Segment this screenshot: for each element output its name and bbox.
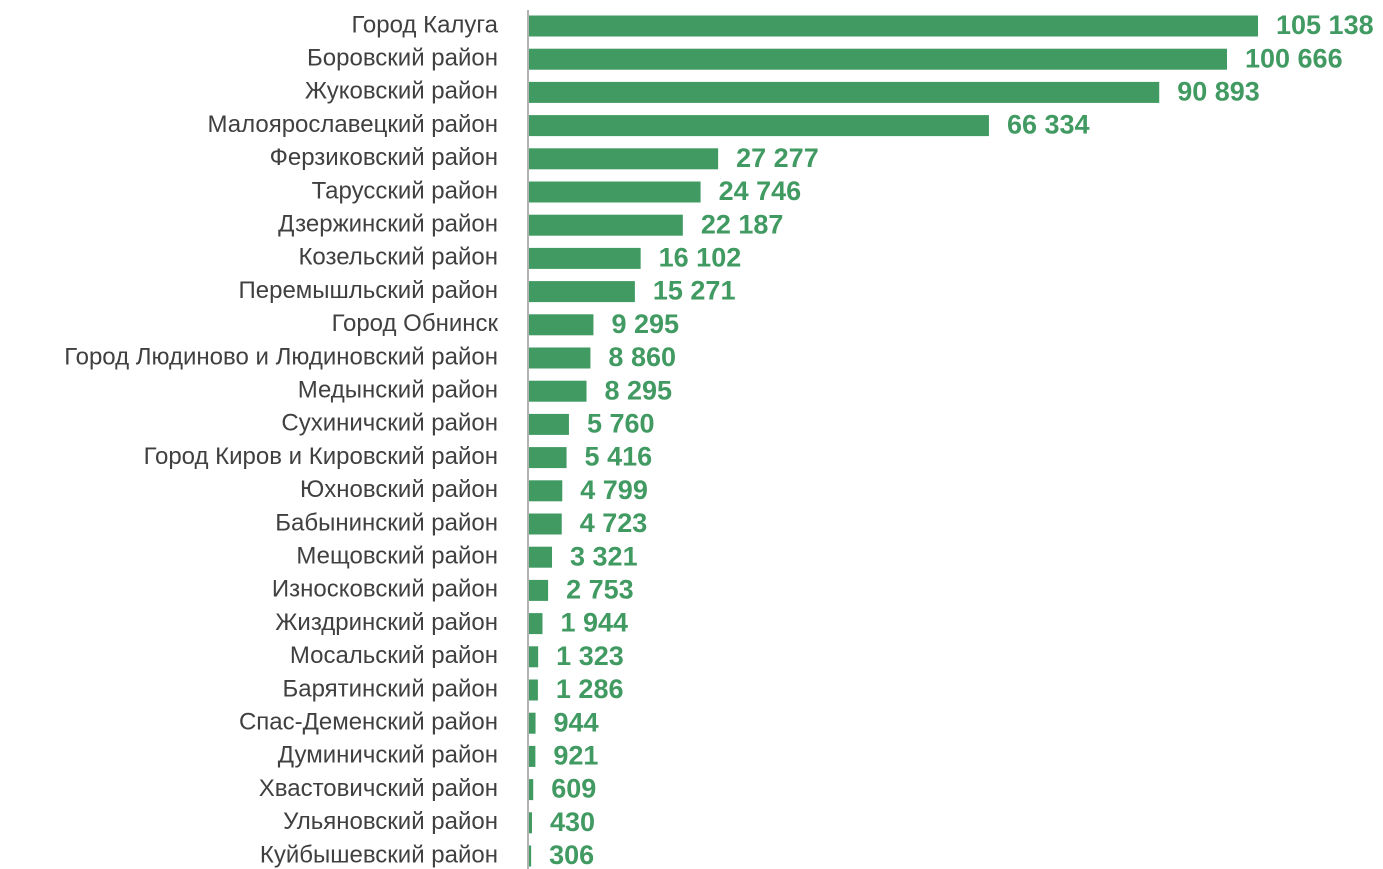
category-label: Износковский район <box>272 576 498 603</box>
bar <box>529 247 641 269</box>
category-label: Боровский район <box>307 45 498 72</box>
bar <box>529 447 567 469</box>
value-label: 100 666 <box>1245 43 1343 73</box>
category-label: Хвастовичский район <box>259 775 498 802</box>
bar <box>529 48 1227 70</box>
bar <box>529 579 549 601</box>
value-label: 609 <box>551 774 596 804</box>
bar <box>529 480 563 502</box>
category-label: Тарусский район <box>312 177 498 204</box>
bar <box>529 845 532 867</box>
value-label: 8 295 <box>605 375 673 405</box>
category-label: Бабынинский район <box>275 509 498 536</box>
value-label: 944 <box>554 707 599 737</box>
bar <box>529 347 591 369</box>
category-label: Город Киров и Кировский район <box>144 443 498 470</box>
value-label: 24 746 <box>719 176 802 206</box>
bar <box>529 148 719 170</box>
category-label: Козельский район <box>298 244 498 271</box>
category-label: Юхновский район <box>300 476 498 503</box>
value-label: 105 138 <box>1276 10 1374 40</box>
category-label: Город Калуга <box>352 11 499 38</box>
category-label: Куйбышевский район <box>260 841 498 868</box>
value-label: 1 286 <box>556 674 624 704</box>
bar <box>529 314 594 336</box>
value-label: 9 295 <box>611 309 679 339</box>
bar <box>529 214 683 236</box>
bar <box>529 646 539 668</box>
bar <box>529 712 536 734</box>
bar <box>529 281 635 303</box>
category-label: Мещовский район <box>296 543 498 570</box>
value-label: 90 893 <box>1177 77 1260 107</box>
category-label: Дзержинский район <box>278 211 498 238</box>
value-label: 2 753 <box>566 575 634 605</box>
value-label: 5 760 <box>587 409 655 439</box>
value-label: 16 102 <box>659 243 742 273</box>
category-label: Барятинский район <box>282 675 498 702</box>
bar <box>529 513 562 535</box>
bar <box>529 745 536 767</box>
bar <box>529 15 1258 37</box>
bar <box>529 81 1160 103</box>
value-label: 22 187 <box>701 209 784 239</box>
value-label: 66 334 <box>1007 110 1090 140</box>
value-label: 8 860 <box>608 342 676 372</box>
value-label: 15 271 <box>653 276 736 306</box>
value-label: 5 416 <box>585 442 653 472</box>
value-label: 3 321 <box>570 541 638 571</box>
value-label: 4 723 <box>580 508 648 538</box>
value-label: 4 799 <box>580 475 648 505</box>
bar <box>529 679 538 701</box>
bar <box>529 812 532 834</box>
category-label: Город Людиново и Людиновский район <box>64 343 498 370</box>
bar <box>529 181 701 203</box>
category-label: Мосальский район <box>290 642 498 669</box>
value-label: 27 277 <box>736 143 819 173</box>
category-label: Жуковский район <box>305 78 498 105</box>
category-label: Спас-Деменский район <box>239 709 498 736</box>
category-label: Город Обнинск <box>332 310 499 337</box>
bar <box>529 546 553 568</box>
value-label: 921 <box>553 741 598 771</box>
category-label: Медынский район <box>298 377 498 404</box>
bar <box>529 380 587 402</box>
bar <box>529 613 543 635</box>
category-label: Думиничский район <box>278 742 498 769</box>
bar <box>529 413 569 435</box>
bar <box>529 115 989 137</box>
category-label: Ферзиковский район <box>270 144 498 171</box>
value-label: 306 <box>549 840 594 869</box>
category-label: Жиздринский район <box>275 609 498 636</box>
value-label: 430 <box>550 807 595 837</box>
value-label: 1 944 <box>560 608 628 638</box>
value-label: 1 323 <box>556 641 624 671</box>
category-label: Малоярославецкий район <box>207 111 498 138</box>
category-label: Сухиничский район <box>281 410 498 437</box>
category-label: Ульяновский район <box>283 808 498 835</box>
bar <box>529 779 534 801</box>
category-label: Перемышльский район <box>239 277 499 304</box>
